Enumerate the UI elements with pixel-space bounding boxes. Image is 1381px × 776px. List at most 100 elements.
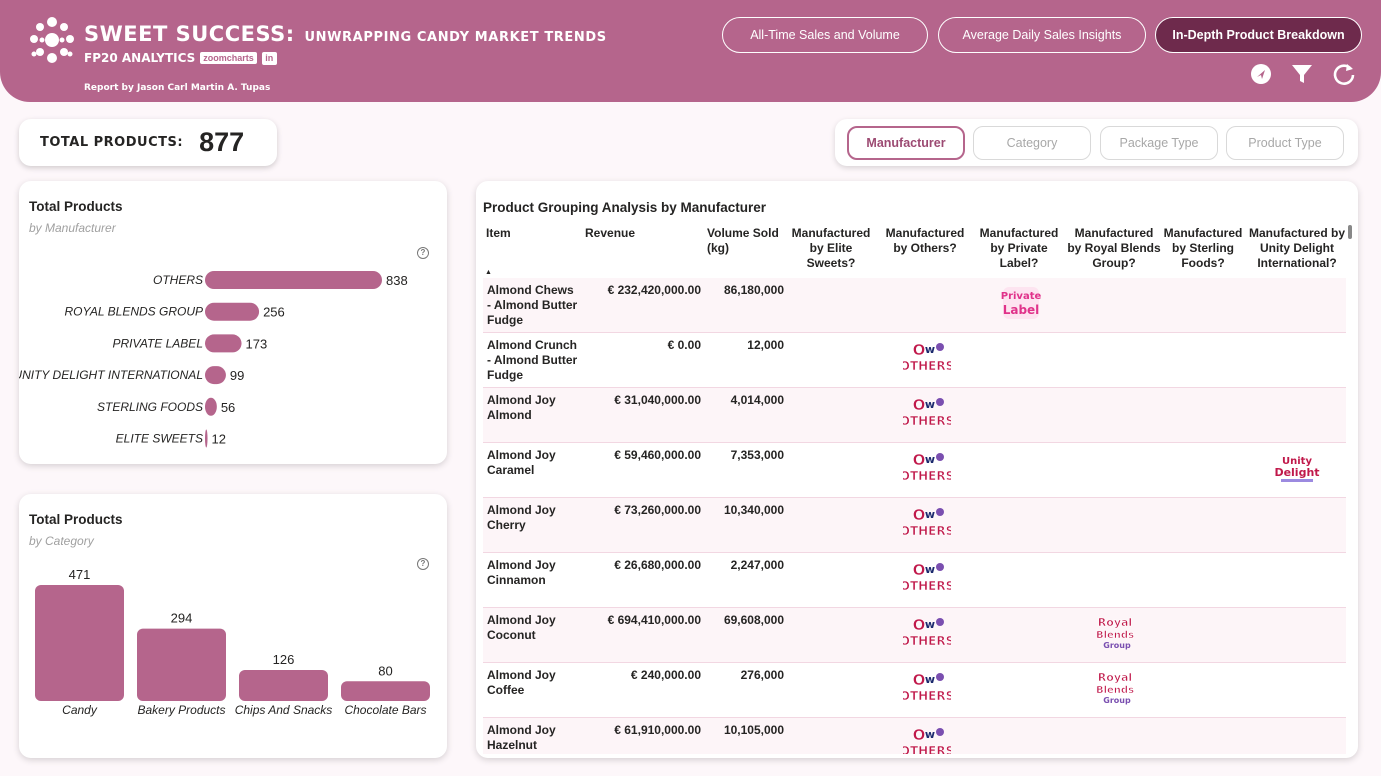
bar-value-label: 56 — [221, 400, 235, 415]
category-bar-chart: 471 Candy 294 Bakery Products 126 Chips And S… — [35, 567, 430, 717]
slicer-manufacturer[interactable]: Manufacturer — [847, 126, 965, 160]
linkedin-icon[interactable]: in — [261, 51, 277, 65]
column-header-elite-sweets[interactable]: Manufactured by Elite Sweets? — [791, 226, 871, 270]
help-icon[interactable]: ? — [417, 558, 429, 570]
column-header-item[interactable]: Item — [486, 226, 511, 240]
svg-text:O: O — [913, 726, 926, 744]
bar-category-label: ELITE SWEETS — [116, 432, 203, 446]
manufacturer-bar[interactable] — [205, 302, 260, 321]
table-row[interactable]: Almond Joy Almond € 31,040,000.00 4,014,00… — [483, 388, 1346, 443]
column-header-volume[interactable]: Volume Sold (kg) — [707, 226, 779, 255]
svg-text:Blends: Blends — [1096, 630, 1134, 641]
slicer-package-type[interactable]: Package Type — [1100, 126, 1218, 160]
bar-category-label: Candy — [62, 703, 98, 717]
bar-value-label: 838 — [386, 273, 408, 288]
table-header: Item Revenue Volume Sold (kg) Manufactur… — [483, 226, 1349, 276]
item-cell: Almond Joy Coffee — [487, 668, 556, 697]
category-bar[interactable] — [239, 669, 328, 701]
revenue-cell: € 61,910,000.00 — [614, 723, 701, 737]
slicer-product-type[interactable]: Product Type — [1226, 126, 1344, 160]
category-bar[interactable] — [341, 681, 430, 701]
table-row[interactable]: Almond Joy Cherry € 73,260,000.00 10,340,0… — [483, 498, 1346, 553]
column-header-others[interactable]: Manufactured by Others? — [885, 226, 965, 255]
sort-ascending-icon[interactable]: ▲ — [485, 269, 492, 276]
reset-icon[interactable] — [1331, 61, 1357, 87]
column-header-sterling-foods[interactable]: Manufactured by Sterling Foods? — [1163, 226, 1243, 270]
table-row[interactable]: Almond Joy Caramel € 59,460,000.00 7,353,0… — [483, 443, 1346, 498]
column-header-unity-delight[interactable]: Manufactured by Unity Delight Internatio… — [1248, 226, 1345, 270]
item-cell: Almond Joy Coconut — [487, 613, 556, 642]
category-bar[interactable] — [137, 628, 226, 701]
help-icon[interactable]: ? — [417, 247, 429, 259]
manufacturer-bar[interactable] — [205, 429, 208, 448]
svg-text:O: O — [913, 506, 926, 524]
bar-value-label: 80 — [378, 663, 392, 678]
manufacturer-logo-cell: Royal Blends Group — [1091, 613, 1139, 653]
nav-average-daily-sales[interactable]: Average Daily Sales Insights — [938, 17, 1146, 53]
bar-value-label: 12 — [212, 432, 226, 447]
svg-text:w: w — [925, 618, 935, 631]
svg-text:Royal: Royal — [1098, 671, 1132, 684]
svg-text:OTHERS: OTHERS — [903, 469, 951, 483]
nav-all-time-sales[interactable]: All-Time Sales and Volume — [722, 17, 928, 53]
bar-category-label: STERLING FOODS — [97, 400, 203, 414]
table-body: Almond Chews - Almond Butter Fudge € 232,… — [483, 278, 1346, 754]
svg-text:Label: Label — [1003, 303, 1040, 317]
item-cell: Almond Joy Hazelnut — [487, 723, 556, 752]
column-header-private-label[interactable]: Manufactured by Private Label? — [979, 226, 1059, 270]
volume-cell: 86,180,000 — [723, 283, 784, 297]
svg-text:w: w — [925, 398, 935, 411]
column-header-revenue[interactable]: Revenue — [585, 226, 636, 240]
svg-text:w: w — [925, 563, 935, 576]
volume-cell: 10,340,000 — [723, 503, 784, 517]
item-cell: Almond Chews - Almond Butter Fudge — [487, 283, 578, 327]
nav-in-depth-product[interactable]: In-Depth Product Breakdown — [1155, 17, 1362, 53]
bar-category-label: Bakery Products — [137, 703, 225, 717]
svg-text:w: w — [925, 343, 935, 356]
svg-text:Blends: Blends — [1096, 685, 1134, 696]
svg-text:OTHERS: OTHERS — [903, 634, 951, 648]
manufacturer-bar[interactable] — [205, 271, 382, 289]
manufacturer-bar[interactable] — [205, 366, 226, 385]
bar-value-label: 256 — [263, 305, 285, 320]
filter-icon[interactable] — [1289, 61, 1315, 87]
table-row[interactable]: Almond Joy Coconut € 694,410,000.00 69,608… — [483, 608, 1346, 663]
bar-value-label: 471 — [69, 567, 91, 582]
column-header-royal-blends[interactable]: Manufactured by Royal Blends Group? — [1067, 226, 1161, 270]
item-cell: Almond Joy Cinnamon — [487, 558, 556, 587]
category-bar[interactable] — [35, 585, 124, 701]
slicer-category[interactable]: Category — [973, 126, 1091, 160]
table-row[interactable]: Almond Chews - Almond Butter Fudge € 232,… — [483, 278, 1346, 333]
brand-row: FP20 ANALYTICS zoomcharts in — [84, 51, 277, 65]
table-row[interactable]: Almond Joy Hazelnut € 61,910,000.00 10,105… — [483, 718, 1346, 754]
table-row[interactable]: Almond Crunch - Almond Butter Fudge € 0.0… — [483, 333, 1346, 388]
bar-category-label: OTHERS — [153, 273, 203, 287]
revenue-cell: € 232,420,000.00 — [607, 283, 701, 297]
card-subtitle: by Manufacturer — [29, 221, 116, 235]
svg-text:O: O — [913, 671, 926, 689]
navigate-icon[interactable] — [1248, 61, 1274, 87]
manufacturer-bar[interactable] — [205, 334, 242, 353]
revenue-cell: € 31,040,000.00 — [614, 393, 701, 407]
fp20-logo-icon — [30, 17, 74, 63]
bar-category-label: Chocolate Bars — [344, 703, 426, 717]
bar-category-label: PRIVATE LABEL — [113, 336, 204, 350]
report-subtitle: UNWRAPPING CANDY MARKET TRENDS — [304, 30, 607, 45]
bar-category-label: UNITY DELIGHT INTERNATIONAL — [19, 368, 203, 382]
manufacturer-bar[interactable] — [205, 397, 217, 416]
table-row[interactable]: Almond Joy Cinnamon € 26,680,000.00 2,247,… — [483, 553, 1346, 608]
table-scrollbar[interactable] — [1348, 225, 1352, 239]
table-title: Product Grouping Analysis by Manufacture… — [483, 200, 767, 215]
